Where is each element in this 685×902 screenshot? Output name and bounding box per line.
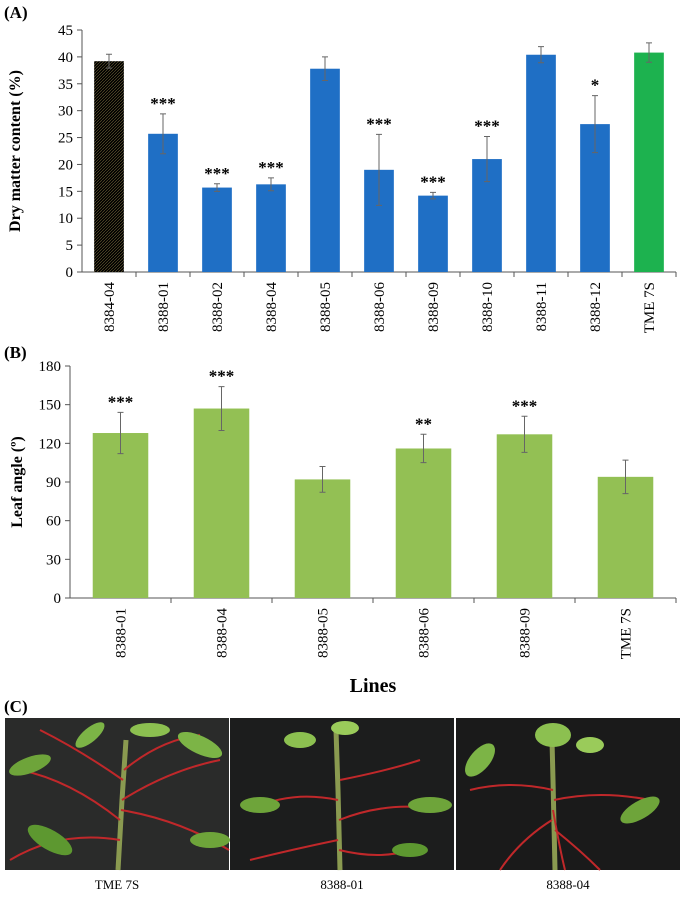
x-tick-label: 8388-11 (534, 282, 550, 331)
y-tick-label: 5 (66, 238, 74, 254)
error-bar (592, 95, 598, 154)
photo (5, 718, 230, 871)
y-tick-label: 30 (58, 104, 73, 120)
x-tick-label: 8388-09 (426, 282, 442, 332)
y-tick-label: 150 (39, 398, 62, 414)
photo (456, 718, 680, 871)
x-tick-label: 8388-10 (480, 282, 496, 332)
bar (92, 433, 149, 598)
bar (310, 68, 340, 272)
y-tick-label: 15 (58, 184, 73, 200)
error-bar (160, 113, 166, 155)
x-tick-label: 8388-06 (417, 608, 433, 658)
error-bar (117, 411, 124, 455)
significance-label: *** (204, 164, 230, 183)
bar (597, 476, 654, 598)
y-tick-label: 35 (58, 77, 73, 93)
panel-label: (C) (4, 697, 28, 716)
error-bar (268, 177, 274, 192)
significance-label: *** (150, 94, 176, 113)
y-tick-label: 25 (58, 131, 73, 147)
bar (294, 479, 351, 598)
error-bar (322, 56, 328, 82)
bar (496, 434, 553, 598)
bar (94, 61, 124, 272)
photo-caption: 8388-01 (320, 877, 363, 892)
bar (634, 52, 664, 272)
x-tick-label: 8388-05 (318, 282, 334, 332)
bar (202, 187, 232, 272)
bar (526, 54, 556, 272)
significance-label: * (591, 76, 600, 95)
photo (230, 718, 454, 871)
y-tick-label: 120 (39, 436, 62, 452)
bar (193, 408, 250, 598)
y-tick-label: 180 (39, 359, 62, 375)
x-tick-label: TME 7S (642, 282, 658, 333)
significance-label: *** (474, 116, 500, 135)
error-bar (420, 433, 427, 464)
photo-caption: TME 7S (95, 877, 139, 892)
y-tick-label: 60 (46, 514, 61, 530)
panel-label: (A) (4, 3, 28, 22)
error-bar (521, 415, 528, 453)
x-tick-label: 8388-12 (588, 282, 604, 332)
x-tick-label: 8388-06 (372, 282, 388, 332)
error-bar (376, 133, 382, 206)
significance-label: ** (415, 414, 432, 433)
x-tick-label: 8384-04 (102, 282, 118, 332)
bar (148, 133, 178, 272)
bar (418, 195, 448, 272)
significance-label: *** (366, 114, 392, 133)
panel-label: (B) (4, 343, 27, 362)
x-tick-label: 8388-02 (210, 282, 226, 332)
x-tick-label: 8388-04 (264, 282, 280, 332)
x-tick-label: 8388-01 (156, 282, 172, 332)
x-tick-label: 8388-04 (215, 608, 231, 658)
error-bar (538, 46, 544, 64)
x-axis-label: Lines (350, 675, 397, 697)
y-tick-label: 30 (46, 552, 61, 568)
error-bar (622, 459, 629, 495)
significance-label: *** (512, 396, 538, 415)
y-tick-label: 40 (58, 50, 73, 66)
significance-label: *** (258, 158, 284, 177)
y-tick-label: 20 (58, 157, 73, 173)
y-axis-label: Leaf angle (º) (9, 436, 26, 527)
significance-label: *** (420, 172, 446, 191)
y-tick-label: 90 (46, 475, 61, 491)
significance-label: *** (209, 367, 235, 386)
x-tick-label: 8388-09 (518, 608, 534, 658)
error-bar (646, 42, 652, 63)
y-tick-label: 0 (66, 265, 74, 281)
y-tick-label: 45 (58, 23, 73, 39)
bar (256, 184, 286, 272)
error-bar (106, 53, 112, 69)
error-bar (430, 191, 436, 200)
y-axis-label: Dry matter content (%) (7, 70, 24, 232)
photo-caption: 8388-04 (546, 877, 590, 892)
bar (395, 448, 452, 598)
error-bar (484, 135, 490, 183)
error-bar (319, 466, 326, 493)
x-tick-label: TME 7S (619, 608, 635, 659)
error-bar (214, 183, 220, 192)
significance-label: *** (108, 392, 134, 411)
error-bar (218, 386, 225, 431)
y-tick-label: 0 (54, 591, 62, 607)
x-tick-label: 8388-05 (316, 608, 332, 658)
x-tick-label: 8388-01 (114, 608, 130, 658)
y-tick-label: 10 (58, 211, 73, 227)
